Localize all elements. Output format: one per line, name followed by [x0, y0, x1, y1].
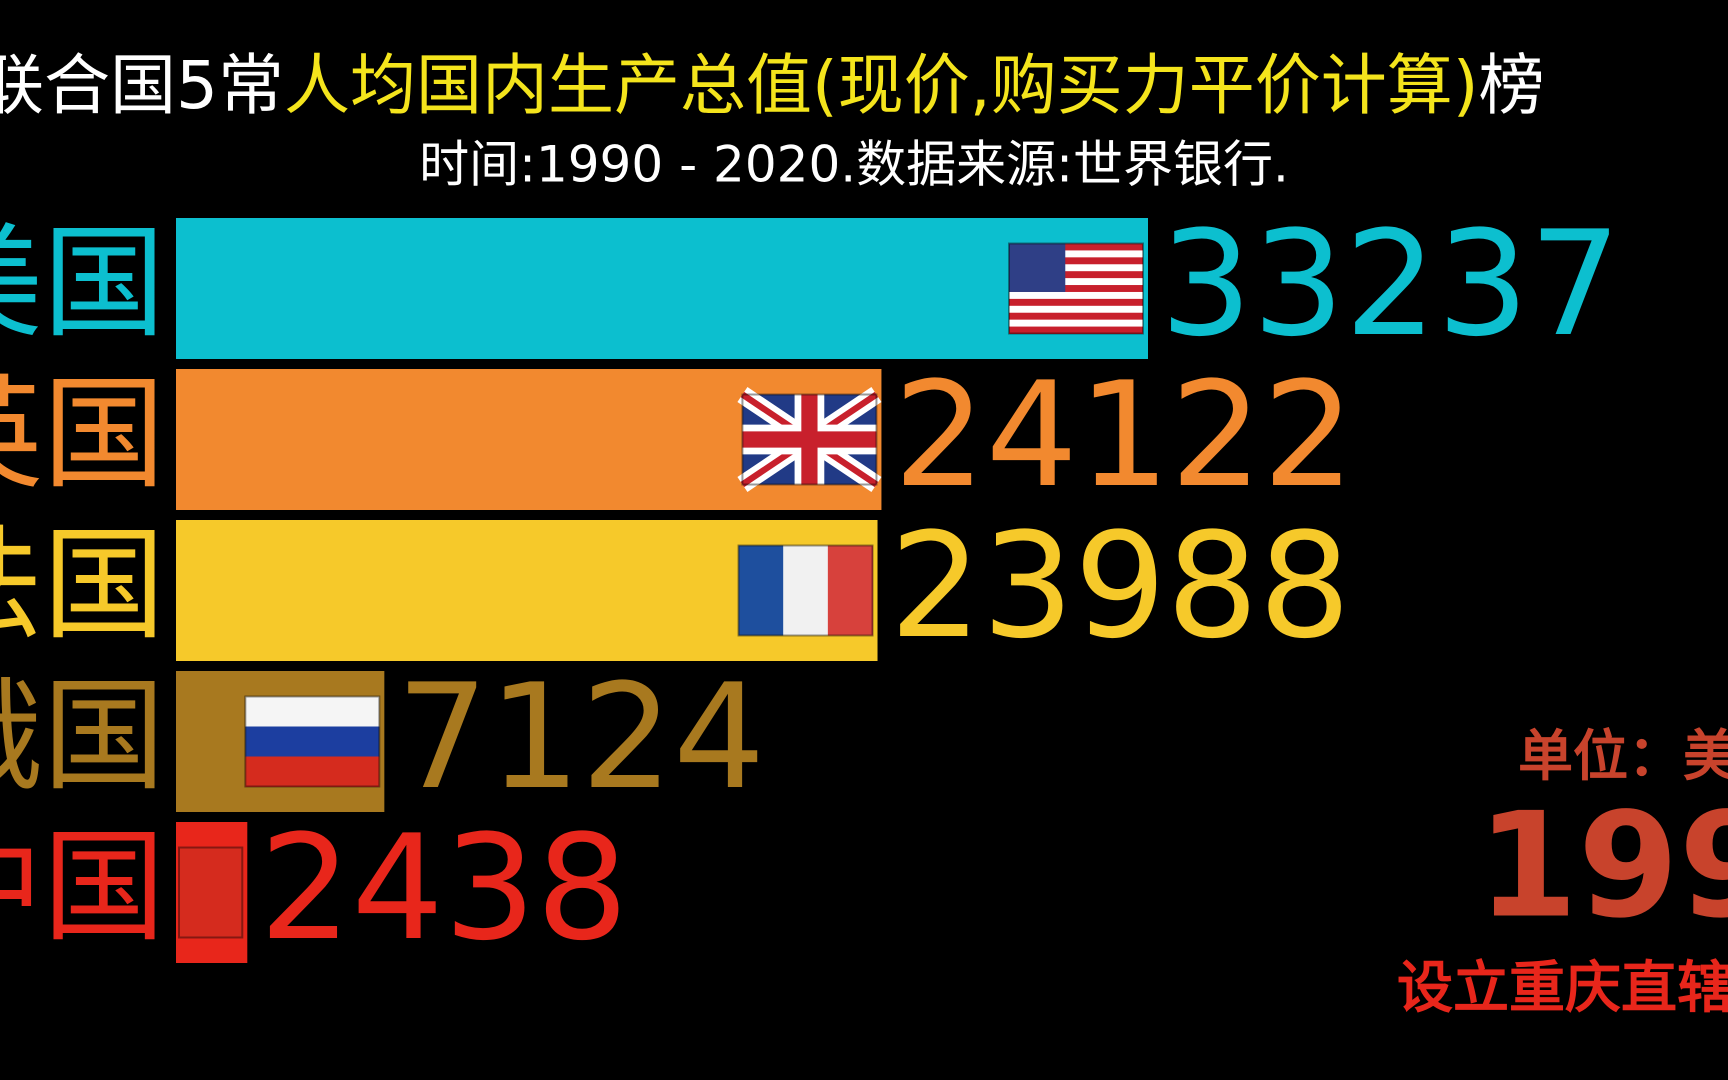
flag-gloss	[741, 393, 878, 486]
title-part: 联合国5常	[0, 47, 284, 124]
flag-stripe	[1009, 305, 1143, 314]
category-label: 美国	[0, 213, 165, 355]
flag-stripe	[827, 545, 874, 636]
flag-canton	[1009, 243, 1066, 292]
title-part: 人均国内生产总值(现价,购买力平价计算)	[284, 47, 1478, 124]
event-label: 设立重庆直辖	[1397, 956, 1728, 1021]
flag	[178, 846, 244, 939]
flag	[737, 387, 882, 492]
flag-stripe	[1009, 250, 1143, 258]
flag-stripe	[1009, 326, 1143, 334]
value-label: 7124	[396, 653, 765, 822]
category-label: 俄国	[0, 666, 165, 808]
flag-stripe	[1009, 312, 1143, 321]
category-label: 英国	[0, 364, 165, 506]
flag-stripe	[1009, 319, 1143, 328]
value-label: 2438	[259, 804, 628, 973]
bar	[176, 218, 1148, 359]
flag-stripe	[1009, 285, 1143, 293]
flag-stripe	[783, 545, 829, 636]
flag-gloss	[1008, 242, 1144, 335]
flag-stripe	[1009, 257, 1143, 265]
flag-gloss	[737, 544, 874, 637]
flag-stripe	[1009, 291, 1143, 300]
subtitle: 时间:1990 - 2020.数据来源:世界银行.	[419, 136, 1289, 194]
flag-stripe	[245, 696, 380, 727]
flag-stripe	[1009, 243, 1143, 251]
unit-label: 单位：美	[1518, 724, 1728, 788]
flag	[1008, 242, 1144, 335]
category-label: 法国	[0, 515, 165, 657]
title-part: 榜	[1478, 47, 1544, 124]
flag-gloss	[178, 846, 244, 939]
flag-stripe	[1009, 298, 1143, 307]
flag-stripe	[1009, 278, 1143, 286]
flag	[737, 544, 874, 637]
flag-stripe	[1009, 271, 1143, 279]
flag-stripe	[1009, 264, 1143, 272]
flag-gloss	[244, 695, 381, 788]
flag-stripe	[738, 545, 784, 636]
value-label: 24122	[893, 351, 1354, 520]
year-label: 199	[1477, 782, 1728, 951]
category-label: 中国	[0, 817, 165, 959]
value-label: 33237	[1160, 200, 1621, 369]
chart-title: 联合国5常人均国内生产总值(现价,购买力平价计算)榜	[0, 47, 1544, 124]
flag-stripe	[245, 756, 380, 787]
flag	[244, 695, 381, 788]
flag-cross	[742, 394, 877, 485]
flag-field	[179, 847, 243, 938]
flag-stripe	[245, 726, 380, 757]
value-label: 23988	[890, 502, 1351, 671]
